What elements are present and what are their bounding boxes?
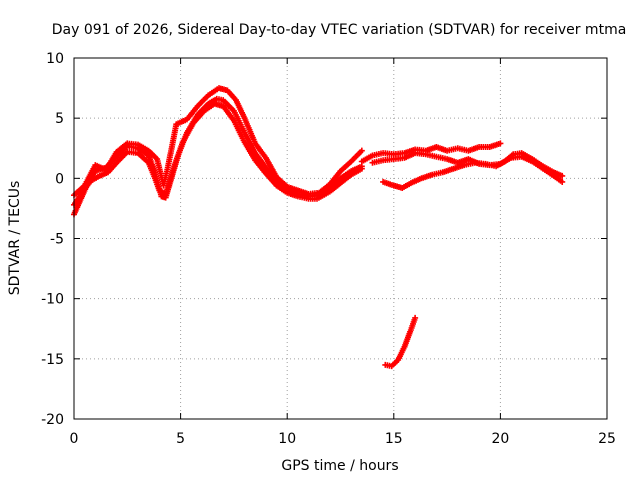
- y-axis-label: SDTVAR / TECUs: [7, 181, 23, 296]
- y-tick-label: 5: [55, 111, 64, 127]
- series-markers: [380, 150, 566, 191]
- x-tick-label: 5: [176, 431, 185, 447]
- axis-ticks: 0 5 10 15 20 25 -20 -15 -10 -5 0 5 10: [41, 51, 616, 447]
- y-tick-label: -20: [41, 412, 64, 428]
- y-tick-label: -10: [41, 292, 64, 308]
- y-tick-label: -5: [50, 232, 64, 248]
- x-axis-label: GPS time / hours: [281, 458, 398, 474]
- data-series: [71, 85, 566, 370]
- series-markers: [382, 314, 419, 370]
- grid-lines: [74, 58, 607, 419]
- x-tick-label: 0: [70, 431, 79, 447]
- x-tick-label: 10: [278, 431, 296, 447]
- plot-frame: [73, 57, 608, 420]
- y-tick-label: 10: [46, 51, 64, 67]
- series-arc-7: [382, 314, 419, 370]
- x-tick-label: 20: [491, 431, 509, 447]
- series-markers: [358, 140, 504, 165]
- series-arc-6: [380, 150, 566, 191]
- y-tick-label: -15: [41, 352, 64, 368]
- x-tick-label: 25: [598, 431, 616, 447]
- series-arc-4: [358, 140, 504, 165]
- chart-title: Day 091 of 2026, Sidereal Day-to-day VTE…: [52, 22, 627, 38]
- y-tick-label: 0: [55, 171, 64, 187]
- x-tick-label: 15: [385, 431, 403, 447]
